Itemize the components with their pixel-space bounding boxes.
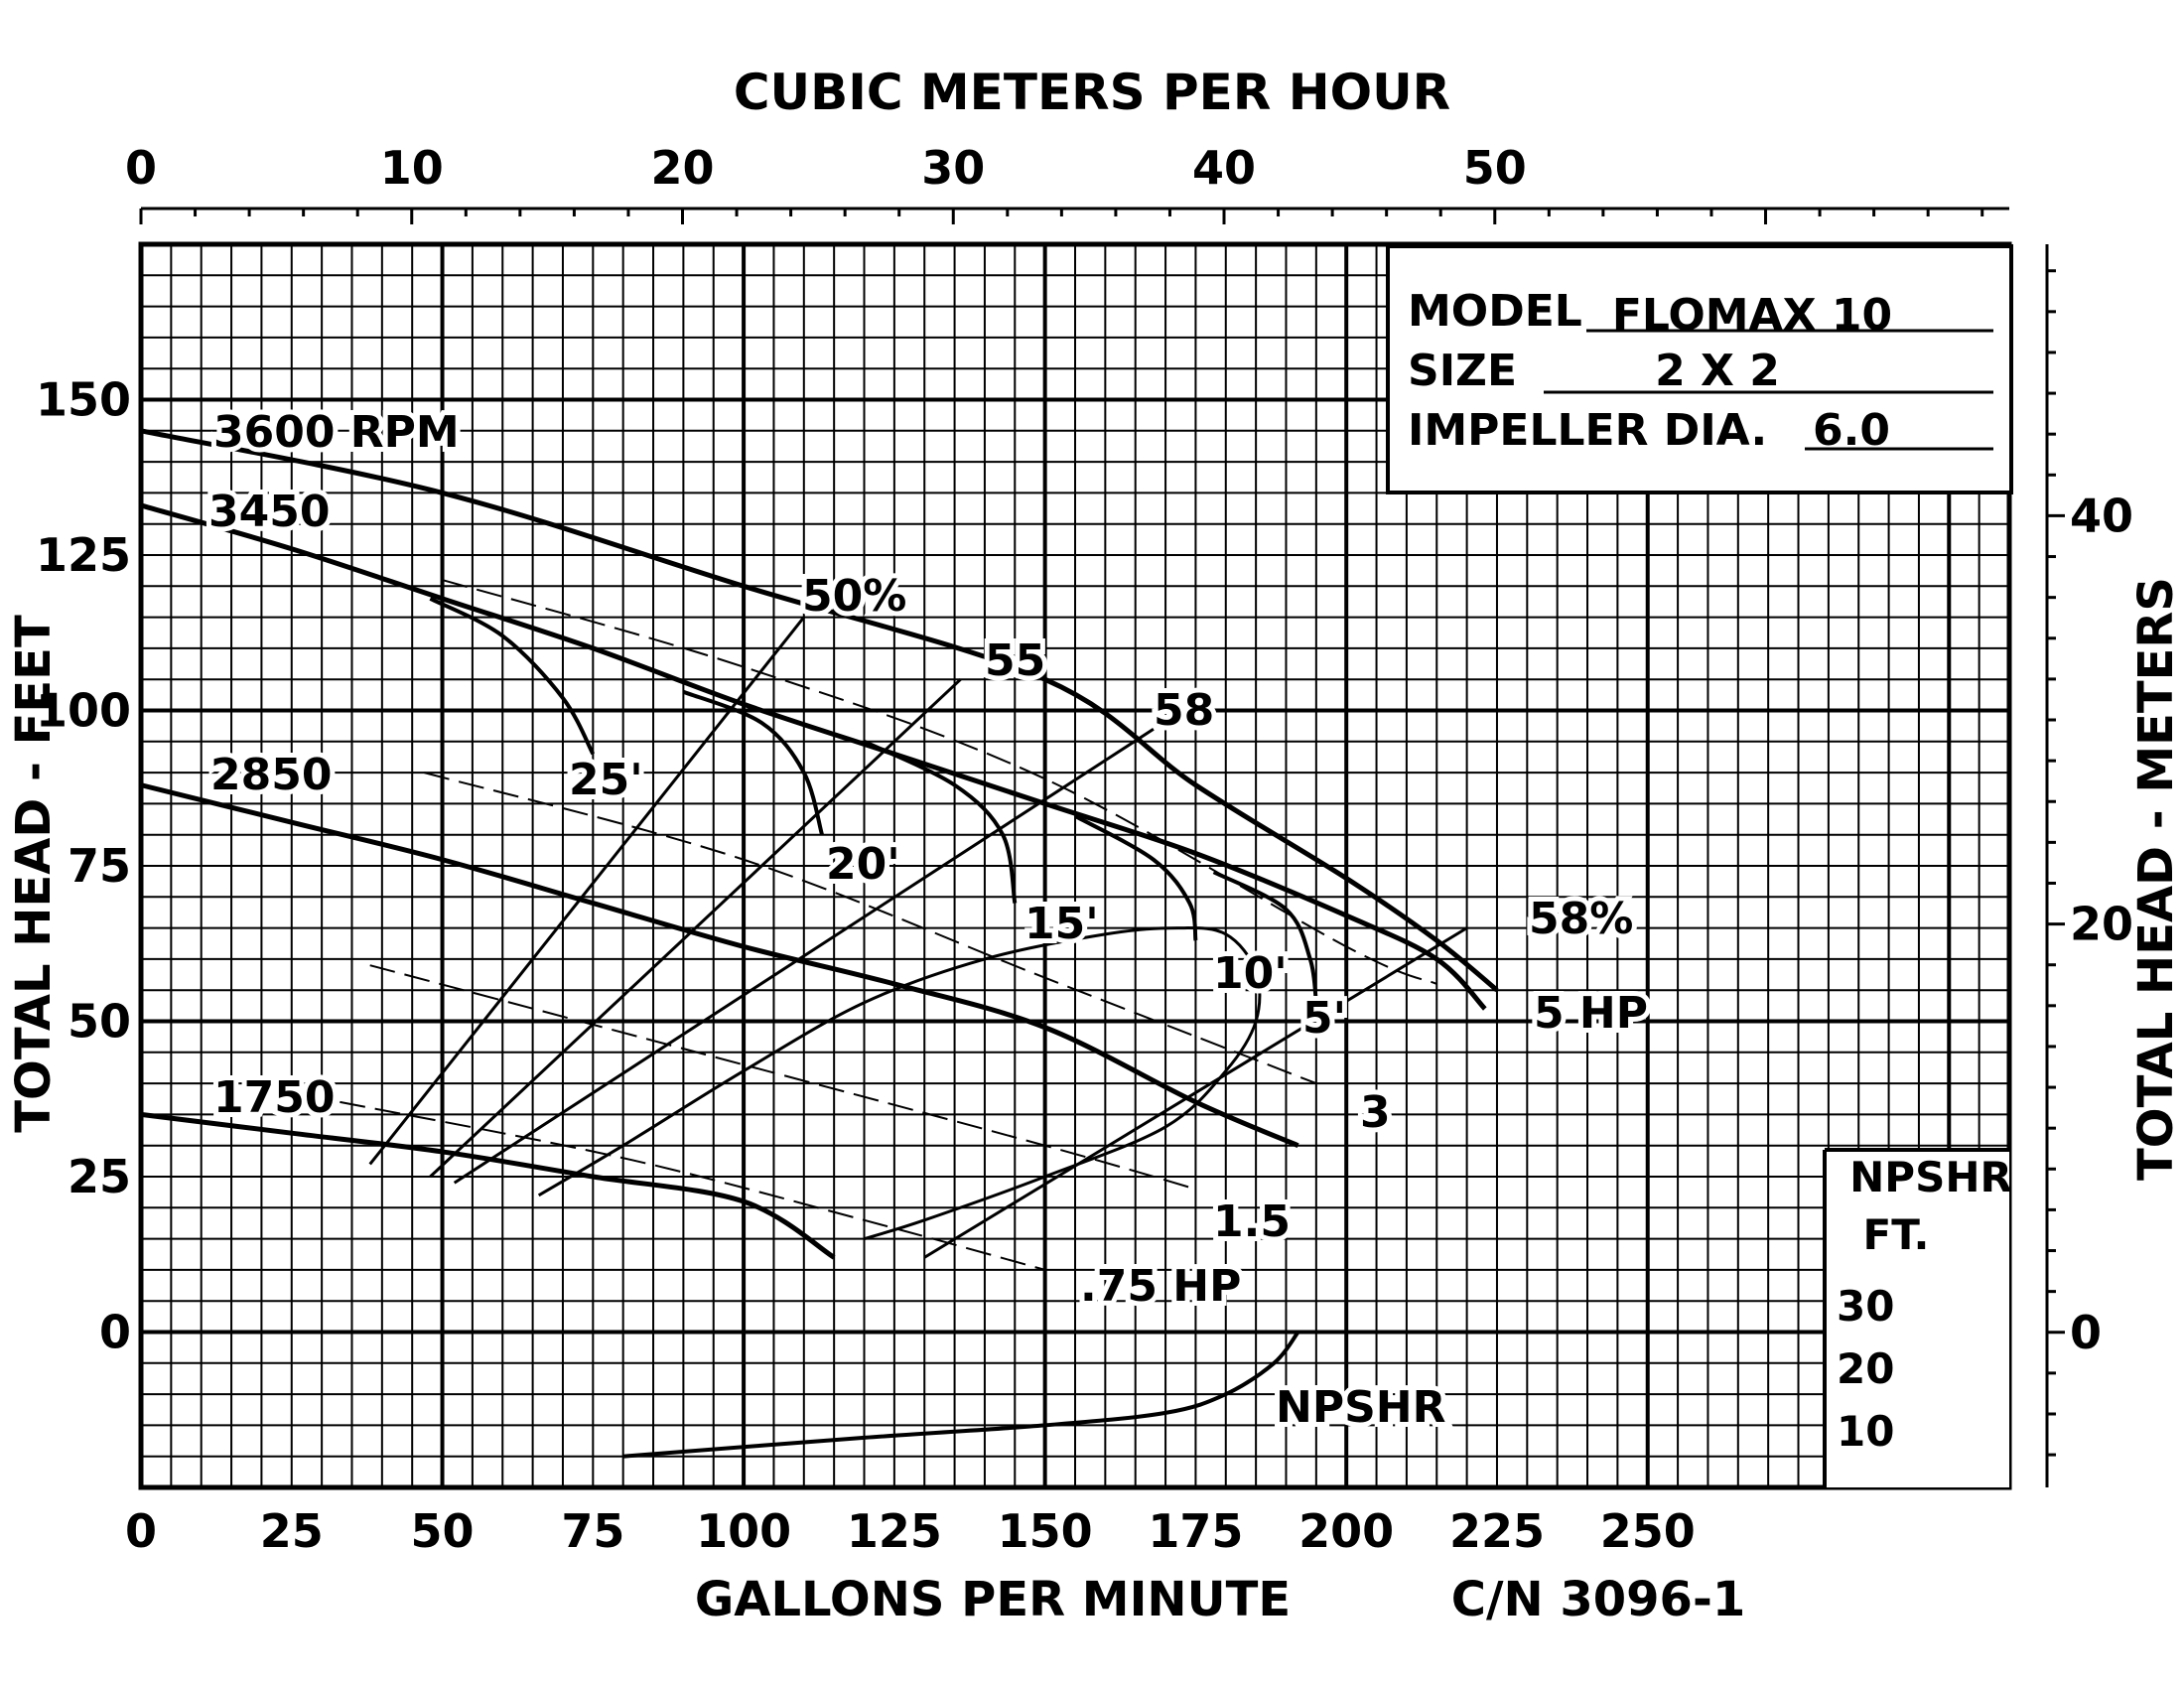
speed-curve-label: 3450 — [208, 487, 330, 537]
top-tick-label: 0 — [125, 141, 157, 195]
impeller-label: IMPELLER DIA. — [1408, 405, 1767, 456]
speed-curve — [140, 428, 1499, 993]
left-tick-label: 125 — [36, 528, 131, 582]
bottom-tick-label: 225 — [1449, 1504, 1545, 1558]
efficiency-line — [368, 616, 805, 1166]
horsepower-line — [340, 1100, 1045, 1271]
info-box-frame — [1386, 244, 2013, 494]
top-tick-label: 30 — [921, 141, 985, 195]
info-box: MODEL FLOMAX 10 SIZE 2 X 2 IMPELLER DIA.… — [1386, 244, 2013, 494]
efficiency-loop — [537, 926, 1262, 1241]
horsepower-label: 1.5 — [1213, 1196, 1291, 1247]
top-tick-label: 10 — [380, 141, 444, 195]
top-tick-label: 20 — [650, 141, 714, 195]
npshr-tick-20: 20 — [1837, 1344, 1894, 1393]
efficiency-line — [429, 678, 962, 1179]
horsepower-label: .75 HP — [1080, 1261, 1241, 1312]
curves — [140, 428, 1499, 1459]
top-tick-label: 50 — [1463, 141, 1527, 195]
npsh-contour — [863, 739, 1018, 904]
right-tick-label: 0 — [2070, 1306, 2102, 1359]
bottom-tick-label: 250 — [1600, 1504, 1696, 1558]
bottom-tick-label: 25 — [260, 1504, 324, 1558]
npshr-scale-background — [1825, 1150, 2009, 1487]
right-axis-title: TOTAL HEAD - METERS — [2128, 577, 2184, 1181]
bottom-axis-title: GALLONS PER MINUTE — [695, 1572, 1291, 1627]
bottom-tick-label: 100 — [696, 1504, 791, 1558]
efficiency-label: 58% — [1529, 894, 1633, 944]
efficiency-line — [923, 926, 1468, 1259]
right-tick-label: 20 — [2070, 898, 2133, 951]
left-tick-label: 50 — [68, 995, 131, 1049]
model-label: MODEL — [1408, 286, 1582, 337]
left-tick-label: 75 — [68, 839, 131, 893]
model-value: FLOMAX 10 — [1612, 290, 1892, 341]
bottom-tick-label: 125 — [847, 1504, 942, 1558]
speed-curve-label: 2850 — [210, 750, 332, 800]
efficiency-label: 58 — [1154, 685, 1214, 736]
npsh-contour — [682, 689, 824, 836]
npsh-contour-label: 5' — [1302, 993, 1346, 1044]
bottom-tick-label: 200 — [1298, 1504, 1394, 1558]
left-tick-label: 100 — [36, 684, 131, 738]
efficiency-line — [453, 728, 1155, 1185]
horsepower-label: 3 — [1360, 1087, 1391, 1138]
npsh-contour — [1212, 870, 1318, 1003]
size-label: SIZE — [1408, 346, 1517, 396]
npshr-scale-box: NPSHR FT. 30 20 10 — [1823, 1148, 2012, 1487]
npshr-tick-30: 30 — [1837, 1282, 1894, 1331]
horsepower-line — [442, 579, 1437, 985]
npshr-scale-title: NPSHR — [1849, 1153, 2012, 1201]
npsh-contour-label: 20' — [826, 839, 900, 890]
left-tick-label: 150 — [36, 373, 131, 427]
npshr-scale-units: FT. — [1863, 1210, 1930, 1259]
efficiency-label: 55 — [985, 635, 1045, 686]
bottom-tick-label: 150 — [998, 1504, 1093, 1558]
npsh-contour — [429, 597, 596, 756]
horsepower-label: 5 HP — [1534, 988, 1648, 1039]
npsh-contour — [1074, 814, 1198, 941]
axis-ticks: 0 10 20 30 40 500 25 50 75 100 125 150 175 200 225 2500… — [36, 141, 2133, 1558]
top-axis-title: CUBIC METERS PER HOUR — [734, 64, 1450, 121]
npshr-curve-label: NPSHR — [1276, 1382, 1445, 1433]
right-tick-label: 40 — [2070, 489, 2133, 542]
bottom-tick-label: 50 — [411, 1504, 475, 1558]
bottom-tick-label: 175 — [1148, 1504, 1243, 1558]
horsepower-line — [424, 772, 1317, 1085]
curve-labels: 3600 RPM 3450 2850 1750 50% 55 58 58% 25' 20' 15' 1… — [204, 402, 1653, 1438]
size-value: 2 X 2 — [1655, 346, 1780, 396]
left-tick-label: 25 — [68, 1150, 131, 1203]
efficiency-label: 50% — [802, 571, 906, 622]
bottom-tick-label: 0 — [125, 1504, 157, 1558]
cn-label: C/N 3096-1 — [1451, 1572, 1746, 1627]
npsh-contour-label: 10' — [1213, 948, 1288, 999]
npshr-curve — [622, 1331, 1300, 1459]
horsepower-line — [369, 964, 1196, 1191]
left-tick-label: 0 — [99, 1306, 131, 1359]
speed-curve-label: 3600 RPM — [213, 407, 460, 458]
speed-curve — [140, 1111, 836, 1260]
npsh-contour-label: 25' — [569, 755, 643, 805]
bottom-tick-label: 75 — [561, 1504, 624, 1558]
left-axis-title: TOTAL HEAD - FEET — [6, 615, 62, 1133]
speed-curve — [140, 782, 1299, 1149]
npsh-contour-label: 15' — [1024, 899, 1099, 949]
speed-curve-label: 1750 — [213, 1072, 335, 1123]
npshr-tick-10: 10 — [1837, 1407, 1894, 1456]
top-tick-label: 40 — [1192, 141, 1256, 195]
